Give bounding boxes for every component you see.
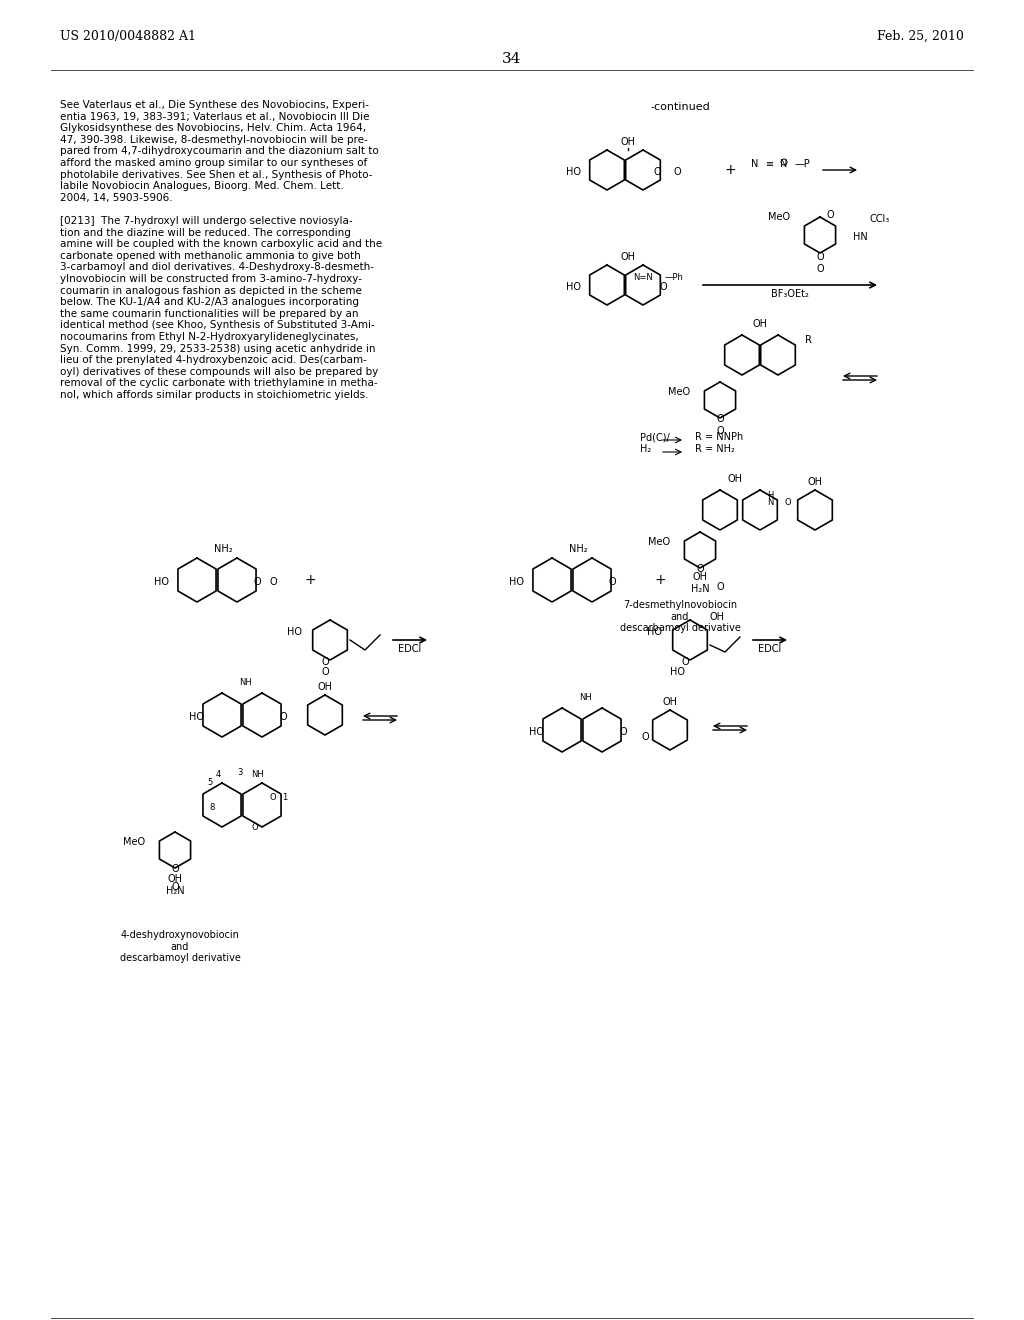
Text: O: O xyxy=(253,577,261,587)
Text: OH: OH xyxy=(692,572,708,582)
Text: —P: —P xyxy=(795,158,811,169)
Text: N=N: N=N xyxy=(633,273,653,282)
Text: EDCl: EDCl xyxy=(398,644,422,653)
Text: O: O xyxy=(620,727,627,737)
Text: HO: HO xyxy=(566,168,581,177)
Text: NH: NH xyxy=(252,770,264,779)
Text: O: O xyxy=(280,711,287,722)
Text: OH: OH xyxy=(168,874,182,884)
Text: US 2010/0048882 A1: US 2010/0048882 A1 xyxy=(60,30,196,44)
Text: EDCl: EDCl xyxy=(759,644,781,653)
Text: O: O xyxy=(171,882,179,892)
Text: O: O xyxy=(641,733,649,742)
Text: OH: OH xyxy=(621,137,636,147)
Text: MeO: MeO xyxy=(123,837,145,847)
Text: R: R xyxy=(805,335,812,345)
Text: HO: HO xyxy=(287,627,302,638)
Text: -continued: -continued xyxy=(650,102,710,112)
Text: 4: 4 xyxy=(215,770,220,779)
Text: Pd(C)/: Pd(C)/ xyxy=(640,432,670,442)
Text: 4-deshydroxynovobiocin
and
descarbamoyl derivative: 4-deshydroxynovobiocin and descarbamoyl … xyxy=(120,931,241,964)
Text: H₂N: H₂N xyxy=(166,886,184,896)
Text: NH₂: NH₂ xyxy=(214,544,232,554)
Text: MeO: MeO xyxy=(768,213,790,222)
Text: 7-desmethylnovobiocin
and
descarbamoyl derivative: 7-desmethylnovobiocin and descarbamoyl d… xyxy=(620,601,740,634)
Text: O: O xyxy=(322,657,329,667)
Text: OH: OH xyxy=(808,477,822,487)
Text: OH: OH xyxy=(621,252,636,261)
Text: OH: OH xyxy=(753,319,768,329)
Text: O: O xyxy=(269,793,276,803)
Text: O: O xyxy=(696,564,703,574)
Text: O: O xyxy=(269,577,276,587)
Text: O: O xyxy=(608,577,615,587)
Text: ≡: ≡ xyxy=(766,158,774,169)
Text: HN: HN xyxy=(853,232,867,242)
Text: +: + xyxy=(654,573,666,587)
Text: N: N xyxy=(780,158,787,169)
Text: N: N xyxy=(767,498,773,507)
Text: NH: NH xyxy=(579,693,592,702)
Text: H₂N: H₂N xyxy=(690,583,710,594)
Text: 34: 34 xyxy=(503,51,521,66)
Text: HO: HO xyxy=(154,577,169,587)
Text: O: O xyxy=(673,168,681,177)
Text: HO: HO xyxy=(647,627,662,638)
Text: R = NNPh: R = NNPh xyxy=(695,432,743,442)
Text: H₂: H₂ xyxy=(640,444,651,454)
Text: HO: HO xyxy=(509,577,524,587)
Text: O: O xyxy=(716,426,724,436)
Text: NH: NH xyxy=(239,678,251,686)
Text: O: O xyxy=(252,822,258,832)
Text: CCl₃: CCl₃ xyxy=(870,214,890,224)
Text: HO: HO xyxy=(566,282,581,292)
Text: O: O xyxy=(816,264,824,275)
Text: —Ph: —Ph xyxy=(665,273,684,282)
Text: HO: HO xyxy=(529,727,544,737)
Text: O: O xyxy=(784,498,792,507)
Text: 1: 1 xyxy=(283,793,288,803)
Text: 3: 3 xyxy=(238,768,243,777)
Text: H: H xyxy=(767,491,773,500)
Text: OH: OH xyxy=(317,682,333,692)
Text: OH: OH xyxy=(727,474,742,484)
Text: O: O xyxy=(653,168,660,177)
Text: O: O xyxy=(171,865,179,874)
Text: OH: OH xyxy=(663,697,678,708)
Text: 5: 5 xyxy=(208,777,213,787)
Text: OH: OH xyxy=(710,612,725,622)
Text: R = NH₂: R = NH₂ xyxy=(695,444,735,454)
Text: O: O xyxy=(322,667,329,677)
Text: HO: HO xyxy=(670,667,685,677)
Text: +: + xyxy=(304,573,315,587)
Text: O: O xyxy=(716,414,724,424)
Text: Feb. 25, 2010: Feb. 25, 2010 xyxy=(878,30,964,44)
Text: O: O xyxy=(816,252,824,261)
Text: MeO: MeO xyxy=(648,537,670,546)
Text: N: N xyxy=(752,158,759,169)
Text: O: O xyxy=(716,582,724,591)
Text: +: + xyxy=(724,162,736,177)
Text: MeO: MeO xyxy=(668,387,690,397)
Text: HO: HO xyxy=(189,711,204,722)
Text: O: O xyxy=(659,282,667,292)
Text: O: O xyxy=(681,657,689,667)
Text: NH₂: NH₂ xyxy=(568,544,588,554)
Text: O: O xyxy=(826,210,834,220)
Text: See Vaterlaus et al., Die Synthese des Novobiocins, Experi-
entia 1963, 19, 383-: See Vaterlaus et al., Die Synthese des N… xyxy=(60,100,382,400)
Text: 8: 8 xyxy=(209,803,215,812)
Text: BF₃OEt₂: BF₃OEt₂ xyxy=(771,289,809,300)
